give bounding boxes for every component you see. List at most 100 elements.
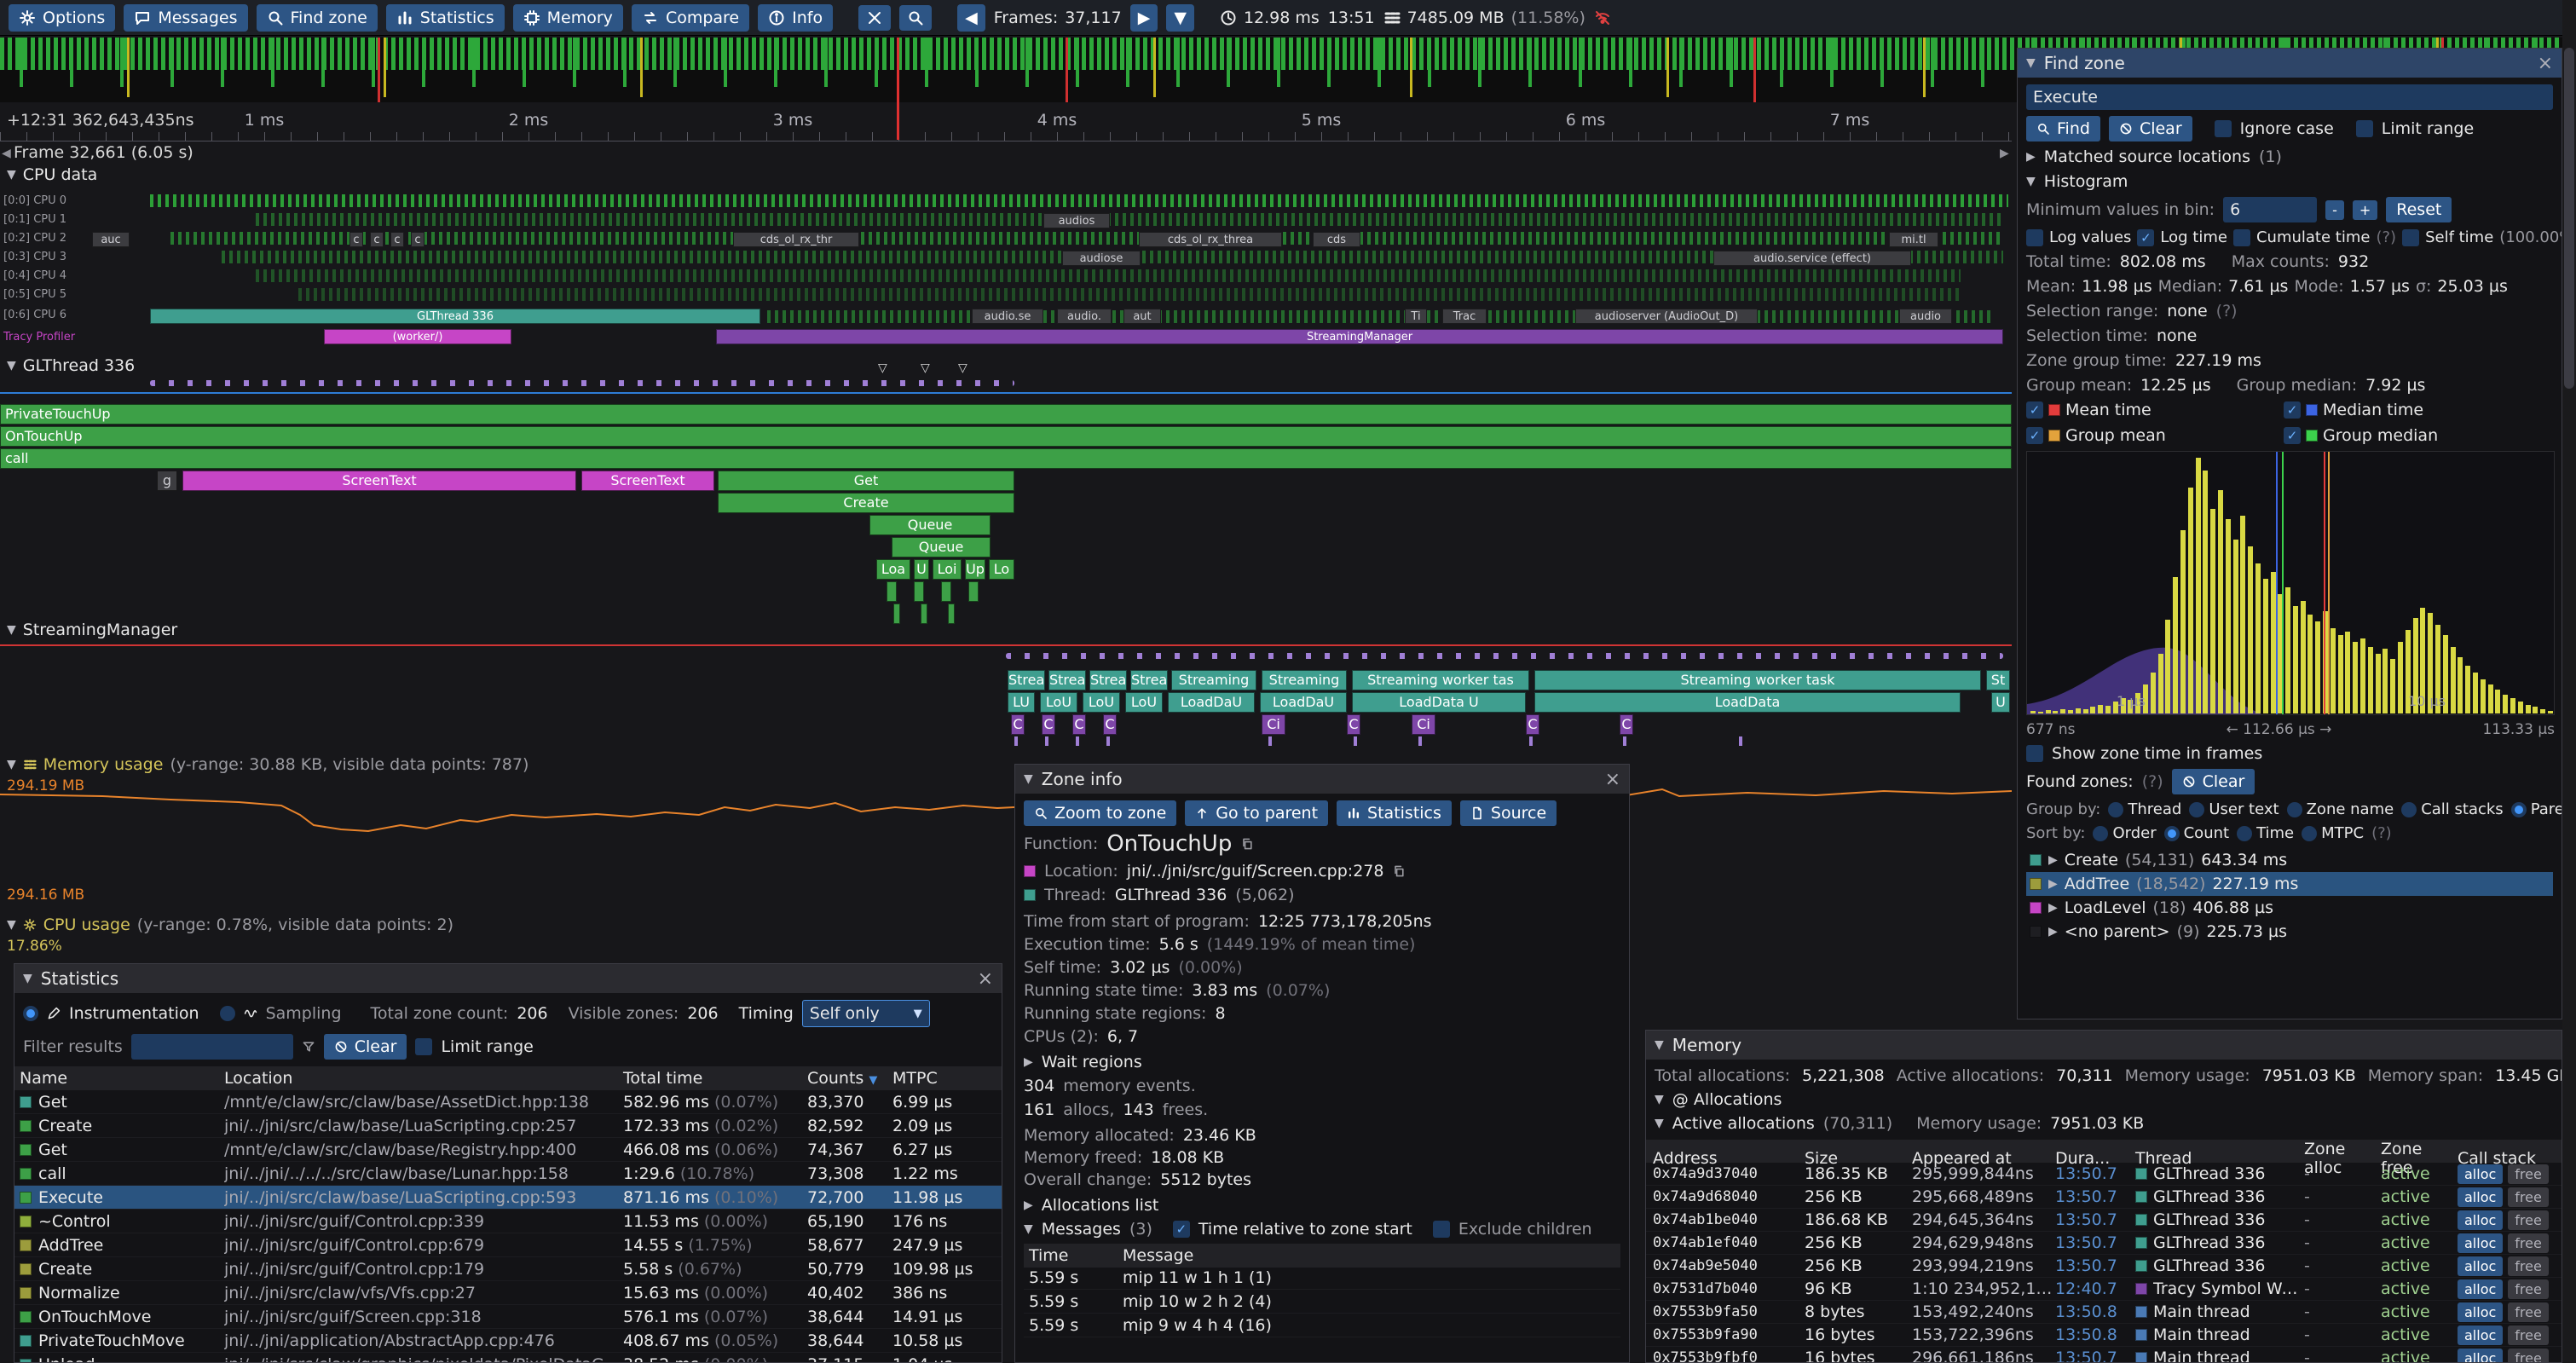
close-icon[interactable]: × [2538,53,2553,74]
statistics-titlebar[interactable]: ▼ Statistics × [14,964,1002,993]
table-row[interactable]: Unload jni/../jni/src/claw/graphics/pixe… [14,1353,1002,1363]
allocation-row[interactable]: 0x74a9d68040 256 KB 295,668,489ns 13:50.… [1646,1186,2562,1209]
found-zone-row[interactable]: ▶ <no parent> (9) 225.73 µs [2026,920,2553,944]
timeline-zone[interactable]: PrivateTouchUp [0,404,2012,424]
help-icon[interactable]: (?) [2216,302,2238,321]
free-callstack-button[interactable]: free [2508,1187,2549,1207]
cpu-zone[interactable]: auc [92,232,130,247]
allocation-row[interactable]: 0x7531d7b040 96 KB 1:10 234,952,161 12:4… [1646,1278,2562,1301]
timeline-zone[interactable]: C [1103,714,1117,735]
main-scrollbar[interactable] [2562,0,2576,1363]
timeline-zone[interactable]: C [1347,714,1360,735]
help-icon[interactable]: (?) [2371,824,2392,842]
messages-button[interactable]: Messages [124,4,247,32]
legend-checkbox[interactable]: ✓ [2284,401,2301,419]
alloc-callstack-button[interactable]: alloc [2458,1325,2503,1345]
cpu-zone[interactable]: audio [1899,309,1952,324]
timeline-zone[interactable]: LoadDaU [1168,692,1255,713]
cpu-zone[interactable]: c [390,232,404,247]
cpu-zone[interactable]: GLThread 336 [150,309,760,324]
found-zone-row[interactable]: ▶ Create (54,131) 643.34 ms [2026,848,2553,872]
allocation-row[interactable]: 0x7553b9fa50 8 bytes 153,492,240ns 13:50… [1646,1301,2562,1324]
help-icon[interactable]: (?) [2376,228,2396,246]
free-callstack-button[interactable]: free [2508,1210,2549,1230]
find-zone-button[interactable]: Find zone [257,4,378,32]
min-bin-input[interactable]: 6 [2223,197,2317,222]
message-marker-icon[interactable]: ▽ [958,361,967,375]
scrollbar-thumb[interactable] [2564,48,2574,389]
timeline-zone[interactable] [941,581,951,602]
found-zone-row[interactable]: ▶ AddTree (18,542) 227.19 ms [2026,872,2553,896]
memory-table-header[interactable]: Address Size Appeared at Dura... Thread … [1646,1140,2562,1163]
timeline-zone[interactable]: Loi [933,559,962,580]
free-callstack-button[interactable]: free [2508,1279,2549,1299]
timeline-zone[interactable]: Ci [1412,714,1435,735]
timeline-zone[interactable]: ScreenText [182,471,576,491]
free-callstack-button[interactable]: free [2508,1256,2549,1276]
exclude-children-checkbox[interactable]: ✓ [1433,1221,1450,1238]
timeline-zone[interactable]: Loa [876,559,910,580]
sort-by-option[interactable]: Count [2164,824,2229,842]
help-icon[interactable]: (?) [2142,772,2163,791]
col-message[interactable]: Message [1123,1246,1615,1265]
free-callstack-button[interactable]: free [2508,1233,2549,1253]
zone-info-titlebar[interactable]: ▼ Zone info × [1015,765,1629,794]
cpu-zone[interactable]: c [349,232,363,247]
memory-titlebar[interactable]: ▼ Memory [1646,1031,2562,1060]
table-row[interactable]: ~Control jni/../jni/src/guif/Control.cpp… [14,1210,1002,1233]
cpu-zone[interactable]: audios [1043,213,1110,228]
close-icon[interactable]: × [978,968,993,990]
reset-button[interactable]: Reset [2386,197,2452,222]
statistics-button[interactable]: Statistics [386,4,505,32]
time-ruler[interactable]: +12:31 362,643,435ns 1 ms2 ms3 ms4 ms5 m… [0,104,2012,141]
table-row[interactable]: Get /mnt/e/claw/src/claw/base/AssetDict.… [14,1090,1002,1114]
clear-found-button[interactable]: Clear [2172,769,2255,794]
alloc-callstack-button[interactable]: alloc [2458,1210,2503,1230]
streaming-header[interactable]: ▼StreamingManager [7,621,177,639]
cpu-zone[interactable]: cds [1313,232,1360,247]
alloc-callstack-button[interactable]: alloc [2458,1279,2503,1299]
filter-input[interactable] [131,1034,293,1060]
timeline-zone[interactable] [968,581,979,602]
allocation-row[interactable]: 0x7553b9fa90 16 bytes 153,722,396ns 13:5… [1646,1324,2562,1347]
memory-usage-plot[interactable] [0,769,2012,897]
found-zone-row[interactable]: ▶ LoadLevel (18) 406.88 µs [2026,896,2553,920]
allocation-row[interactable]: 0x7553b9fbf0 16 bytes 296,661,186ns 13:5… [1646,1347,2562,1363]
active-allocations-toggle[interactable]: ▼Active allocations(70,311)Memory usage:… [1655,1114,2553,1133]
timeline-zone[interactable]: LoadData U [1352,692,1526,713]
log-time-checkbox[interactable]: ✓ [2137,229,2154,246]
cumulate-time-checkbox[interactable]: ✓ [2233,229,2250,246]
copy-icon[interactable] [1392,864,1406,878]
info-button[interactable]: Info [758,4,833,32]
min-bin-decrement-button[interactable]: - [2325,200,2344,220]
find-button[interactable]: Find [2026,116,2100,141]
table-row[interactable]: OnTouchMove jni/../jni/src/guif/Screen.c… [14,1305,1002,1329]
prev-frame-button[interactable]: ◀ [957,4,985,32]
glthread-header[interactable]: ▼GLThread 336 [7,356,135,375]
timeline-zone[interactable]: OnTouchUp [0,426,2012,447]
sort-by-option[interactable]: Order [2093,824,2156,842]
cpu-zone[interactable]: audio.se [972,309,1043,324]
timeline-zone[interactable]: Strea [1008,670,1045,690]
timeline-zone[interactable]: U [914,559,929,580]
timeline-zone[interactable]: Strea [1089,670,1127,690]
cpu-zone[interactable]: audioserver (AudioOut_D) [1575,309,1758,324]
go-to-parent-button[interactable]: Go to parent [1185,800,1328,826]
alloc-callstack-button[interactable]: alloc [2458,1349,2503,1363]
free-callstack-button[interactable]: free [2508,1349,2549,1363]
close-icon[interactable]: × [1605,769,1620,790]
timeline-zone[interactable]: Queue [892,537,991,557]
alloc-callstack-button[interactable]: alloc [2458,1256,2503,1276]
timeline-zone[interactable]: Ci [1262,714,1285,735]
timeline-zone[interactable]: LoadData [1534,692,1961,713]
cpu-data-header[interactable]: ▼CPU data [7,165,97,184]
statistics-table-header[interactable]: Name Location Total time Counts ▼ MTPC [14,1066,1002,1090]
cpu-zone[interactable]: cds_ol_rx_thr [733,232,859,247]
options-button[interactable]: Options [9,4,115,32]
time-relative-checkbox[interactable]: ✓ [1173,1221,1190,1238]
cpu-zone[interactable]: audiose [1062,251,1141,266]
timeline-zone[interactable]: C [1072,714,1086,735]
alloc-callstack-button[interactable]: alloc [2458,1233,2503,1253]
frame-nav-left-icon[interactable]: ◀ [2,147,11,160]
source-button[interactable]: Source [1460,800,1557,826]
